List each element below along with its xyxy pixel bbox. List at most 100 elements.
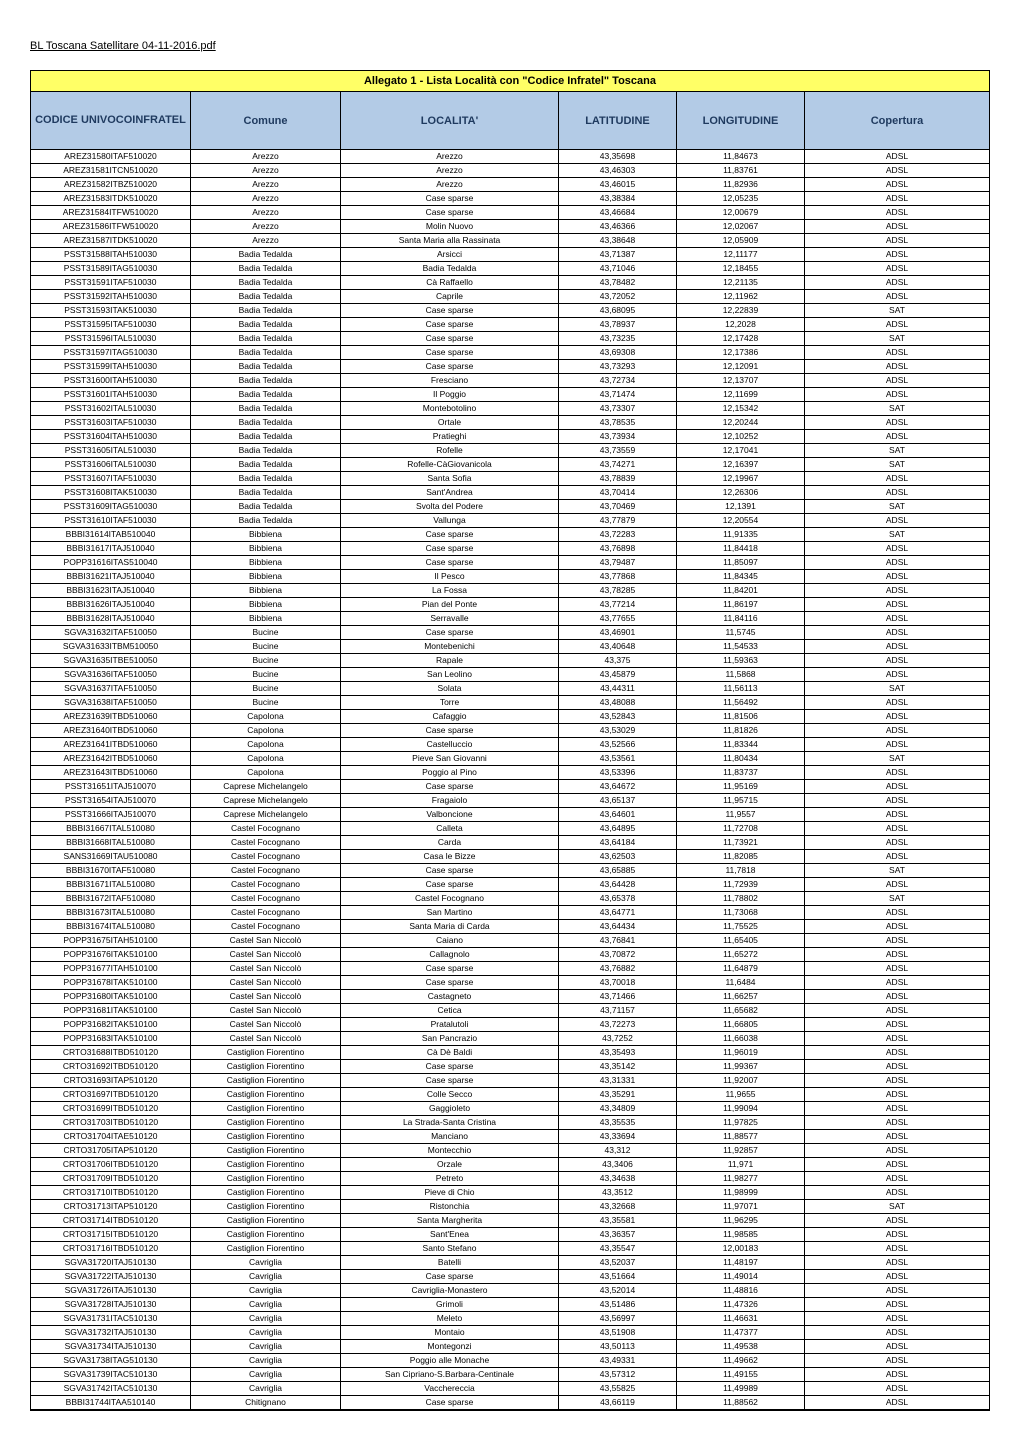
cell-lon: 11,66805 [677, 1018, 805, 1031]
cell-codice: CRTO31699ITBD510120 [31, 1102, 191, 1115]
cell-codice: CRTO31706ITBD510120 [31, 1158, 191, 1171]
cell-codice: BBBI31626ITAJ510040 [31, 598, 191, 611]
cell-codice: CRTO31705ITAP510120 [31, 1144, 191, 1157]
cell-localita: Montebotolino [341, 402, 559, 415]
table-row: CRTO31714ITBD510120Castiglion Fiorentino… [31, 1214, 989, 1228]
cell-localita: Case sparse [341, 206, 559, 219]
cell-codice: AREZ31583ITDK510020 [31, 192, 191, 205]
cell-localita: Case sparse [341, 346, 559, 359]
cell-lat: 43,68095 [559, 304, 677, 317]
table-row: SGVA31638ITAF510050BucineTorre43,4808811… [31, 696, 989, 710]
cell-codice: BBBI31744ITAA510140 [31, 1396, 191, 1409]
cell-comune: Castel Focognano [191, 906, 341, 919]
cell-comune: Arezzo [191, 206, 341, 219]
table-row: BBBI31614ITAB510040BibbienaCase sparse43… [31, 528, 989, 542]
cell-lon: 11,56113 [677, 682, 805, 695]
cell-localita: Fresciano [341, 374, 559, 387]
table-row: BBBI31673ITAL510080Castel FocognanoSan M… [31, 906, 989, 920]
cell-codice: PSST31604ITAH510030 [31, 430, 191, 443]
table-header-row: CODICE UNIVOCO INFRATEL Comune LOCALITA'… [31, 92, 989, 150]
cell-lon: 11,49989 [677, 1382, 805, 1395]
cell-localita: Case sparse [341, 962, 559, 975]
table-title: Allegato 1 - Lista Località con "Codice … [31, 71, 989, 92]
cell-comune: Castel Focognano [191, 822, 341, 835]
cell-lon: 11,84673 [677, 150, 805, 163]
cell-lon: 11,83761 [677, 164, 805, 177]
cell-lon: 11,95715 [677, 794, 805, 807]
cell-comune: Castel Focognano [191, 892, 341, 905]
cell-lon: 11,91335 [677, 528, 805, 541]
cell-lat: 43,46366 [559, 220, 677, 233]
cell-codice: BBBI31671ITAL510080 [31, 878, 191, 891]
cell-copertura: ADSL [805, 1088, 989, 1101]
cell-lon: 12,20244 [677, 416, 805, 429]
cell-copertura: ADSL [805, 346, 989, 359]
cell-lat: 43,72273 [559, 1018, 677, 1031]
cell-lon: 12,02067 [677, 220, 805, 233]
cell-lat: 43,45879 [559, 668, 677, 681]
cell-copertura: ADSL [805, 290, 989, 303]
cell-codice: AREZ31580ITAF510020 [31, 150, 191, 163]
cell-copertura: ADSL [805, 1018, 989, 1031]
cell-lon: 12,11177 [677, 248, 805, 261]
cell-comune: Capolona [191, 752, 341, 765]
cell-copertura: SAT [805, 864, 989, 877]
cell-codice: POPP31680ITAK510100 [31, 990, 191, 1003]
cell-localita: Arsicci [341, 248, 559, 261]
cell-copertura: ADSL [805, 906, 989, 919]
cell-copertura: ADSL [805, 1186, 989, 1199]
cell-lat: 43,73293 [559, 360, 677, 373]
cell-lat: 43,35142 [559, 1060, 677, 1073]
cell-lon: 11,86197 [677, 598, 805, 611]
cell-comune: Badia Tedalda [191, 458, 341, 471]
cell-lat: 43,52566 [559, 738, 677, 751]
cell-codice: SGVA31638ITAF510050 [31, 696, 191, 709]
cell-copertura: ADSL [805, 766, 989, 779]
cell-comune: Bucine [191, 682, 341, 695]
cell-codice: SGVA31732ITAJ510130 [31, 1326, 191, 1339]
table-row: POPP31678ITAK510100Castel San NiccolòCas… [31, 976, 989, 990]
cell-comune: Castiglion Fiorentino [191, 1172, 341, 1185]
cell-codice: PSST31601ITAH510030 [31, 388, 191, 401]
cell-lon: 11,98277 [677, 1172, 805, 1185]
table-row: BBBI31744ITAA510140ChitignanoCase sparse… [31, 1396, 989, 1410]
cell-codice: PSST31600ITAH510030 [31, 374, 191, 387]
cell-lat: 43,34638 [559, 1172, 677, 1185]
cell-lon: 12,17428 [677, 332, 805, 345]
cell-comune: Bibbiena [191, 542, 341, 555]
cell-localita: Case sparse [341, 556, 559, 569]
cell-lat: 43,35581 [559, 1214, 677, 1227]
cell-codice: PSST31599ITAH510030 [31, 360, 191, 373]
cell-localita: Calleta [341, 822, 559, 835]
cell-lon: 11,48816 [677, 1284, 805, 1297]
cell-codice: PSST31651ITAJ510070 [31, 780, 191, 793]
cell-lat: 43,64434 [559, 920, 677, 933]
table-row: PSST31607ITAF510030Badia TedaldaSanta So… [31, 472, 989, 486]
cell-copertura: ADSL [805, 1242, 989, 1255]
cell-lat: 43,76882 [559, 962, 677, 975]
cell-localita: San Pancrazio [341, 1032, 559, 1045]
table-row: BBBI31668ITAL510080Castel FocognanoCarda… [31, 836, 989, 850]
cell-comune: Badia Tedalda [191, 402, 341, 415]
cell-copertura: ADSL [805, 990, 989, 1003]
cell-codice: SGVA31728ITAJ510130 [31, 1298, 191, 1311]
cell-lon: 11,84201 [677, 584, 805, 597]
cell-codice: PSST31596ITAL510030 [31, 332, 191, 345]
cell-localita: Case sparse [341, 976, 559, 989]
cell-localita: Arezzo [341, 178, 559, 191]
col-header-latitudine: LATITUDINE [559, 92, 677, 149]
cell-localita: Case sparse [341, 1396, 559, 1409]
table-row: PSST31605ITAL510030Badia TedaldaRofelle4… [31, 444, 989, 458]
cell-lon: 11,49662 [677, 1354, 805, 1367]
cell-comune: Castel San Niccolò [191, 948, 341, 961]
cell-copertura: ADSL [805, 192, 989, 205]
cell-codice: POPP31678ITAK510100 [31, 976, 191, 989]
cell-lat: 43,77655 [559, 612, 677, 625]
cell-codice: AREZ31581ITCN510020 [31, 164, 191, 177]
cell-localita: Badia Tedalda [341, 262, 559, 275]
cell-lat: 43,36357 [559, 1228, 677, 1241]
cell-copertura: ADSL [805, 276, 989, 289]
cell-lon: 11,72939 [677, 878, 805, 891]
table-row: SGVA31636ITAF510050BucineSan Leolino43,4… [31, 668, 989, 682]
cell-lon: 11,84345 [677, 570, 805, 583]
